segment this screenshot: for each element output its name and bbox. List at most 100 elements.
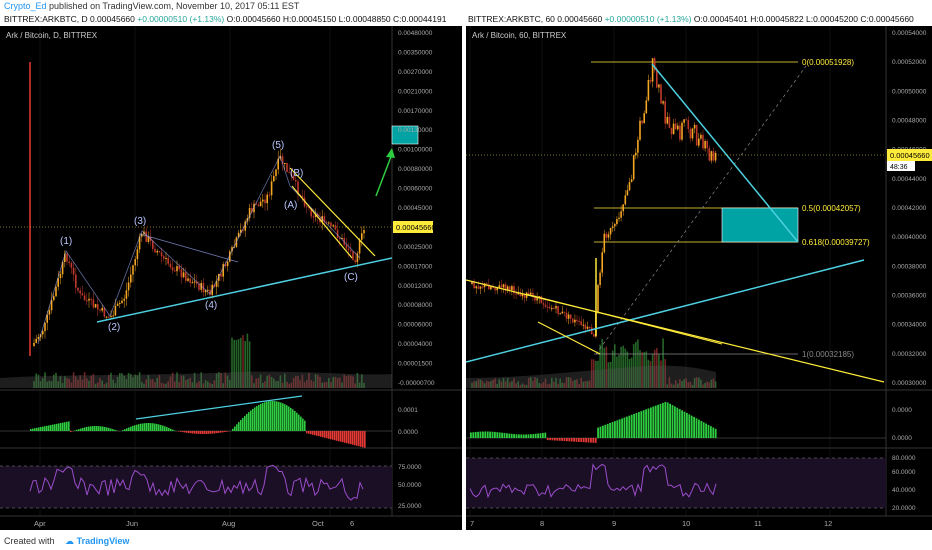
right-candle [695, 124, 698, 146]
right-candle [572, 318, 574, 323]
left-osc-bar [360, 431, 362, 447]
left-volume-bar [356, 372, 359, 388]
left-candle [125, 290, 128, 299]
right-candle [618, 217, 620, 220]
left-osc-bar [96, 426, 98, 431]
right-chart[interactable]: 0(0.00051928) 0.5(0.00042057) 0.618(0.00… [466, 26, 932, 530]
left-candle [70, 262, 73, 268]
left-candle [97, 304, 99, 310]
left-volume-bar [295, 375, 297, 388]
left-chart[interactable]: (1) (2) (3) (4) (5) (A) (B) (C) 0.00480000 0.003… [0, 26, 462, 530]
right-c: 0.00045660 [868, 14, 914, 24]
right-wedge-mid [525, 293, 723, 345]
left-osc-bar [290, 407, 292, 431]
left-volume-bar [237, 339, 240, 388]
right-candle [477, 286, 480, 289]
left-volume-bar [312, 381, 315, 388]
right-candle [485, 283, 488, 285]
left-volume-bar [257, 378, 260, 388]
right-candle [637, 139, 639, 153]
right-candle [656, 70, 658, 88]
right-candle [496, 287, 498, 291]
right-osc-bar [477, 431, 479, 438]
left-osc-bar [274, 401, 276, 431]
left-time-tick: Aug [222, 519, 235, 528]
left-candle [145, 231, 147, 242]
right-candle [509, 286, 511, 291]
left-volume-bar [92, 374, 95, 388]
left-volume-bar [44, 372, 46, 388]
right-candle [519, 292, 522, 297]
left-candle [132, 265, 134, 275]
left-wave-label: (B) [290, 168, 303, 179]
left-osc-axis: 0.0001 0.0000 [398, 407, 418, 436]
left-price-tick: 0.00017000 [398, 263, 433, 270]
left-candle [330, 222, 332, 227]
left-osc-tick: 0.0001 [398, 407, 418, 414]
left-price-tick: 0.00350000 [398, 49, 433, 56]
right-volume-bar [679, 379, 681, 388]
right-candle [494, 287, 496, 291]
left-candle [53, 296, 55, 301]
right-volume-bar [569, 377, 572, 388]
right-volume-bar [481, 380, 484, 388]
right-osc-bar [520, 434, 523, 438]
left-candle [79, 290, 81, 294]
author-link[interactable]: Crypto_Ed [4, 1, 47, 11]
left-candle [174, 270, 176, 272]
left-osc-bar [226, 431, 228, 432]
right-candle [702, 134, 704, 149]
left-volume-bar [308, 372, 310, 388]
right-candle [490, 286, 492, 290]
left-candle [57, 278, 59, 287]
right-candle [534, 295, 536, 301]
right-volume-bar [693, 378, 696, 388]
right-volume-bar [561, 382, 564, 388]
footer-created: Created with [4, 536, 55, 546]
right-volume-bar [656, 347, 658, 388]
left-symbol: BITTREX:ARKBTC, D [4, 14, 88, 24]
right-candle [651, 58, 654, 82]
right-candle [492, 286, 494, 288]
right-volume-bar [601, 339, 603, 388]
left-volume-bar [178, 382, 180, 388]
right-volume-bar [672, 384, 675, 388]
left-volume-bar [57, 381, 59, 388]
left-osc-bar [334, 431, 336, 441]
left-candle [167, 258, 169, 264]
left-wave-label: (3) [134, 216, 146, 227]
right-osc-bar [525, 434, 527, 438]
left-osc-bar [212, 431, 214, 434]
left-l: 0.00048850 [345, 14, 391, 24]
left-close-label: 0.00045660 [396, 223, 436, 232]
right-osc-bar [534, 433, 537, 438]
left-candle [325, 222, 328, 224]
tradingview-cloud-icon: ☁ [65, 536, 75, 546]
left-rsi-tick: 50.0000 [398, 482, 422, 489]
left-osc-bar [240, 419, 242, 431]
left-candle [33, 342, 35, 346]
left-volume-bar [345, 376, 348, 388]
left-osc-bar [332, 431, 334, 440]
left-volume-bar [325, 382, 328, 388]
left-osc-bar [236, 424, 238, 431]
right-osc-bar [558, 438, 561, 441]
left-osc-bar [234, 426, 236, 431]
right-candle [582, 324, 585, 326]
right-volume-bar [527, 377, 530, 388]
right-osc-bar [513, 434, 515, 438]
right-candle [689, 128, 692, 139]
left-osc-bar [184, 431, 186, 433]
left-volume-bar [299, 380, 301, 388]
right-candles [471, 56, 717, 339]
right-volume-bar [492, 379, 494, 388]
footer-brand[interactable]: TradingView [76, 536, 130, 546]
right-osc-bar [515, 434, 518, 438]
left-osc-bar [322, 431, 324, 438]
left-osc-bar [358, 431, 360, 447]
left-candle [88, 298, 90, 301]
right-candle [641, 120, 643, 124]
left-close-badge [393, 221, 433, 233]
left-volume-bar [222, 383, 224, 388]
left-volume-bar [262, 382, 264, 388]
